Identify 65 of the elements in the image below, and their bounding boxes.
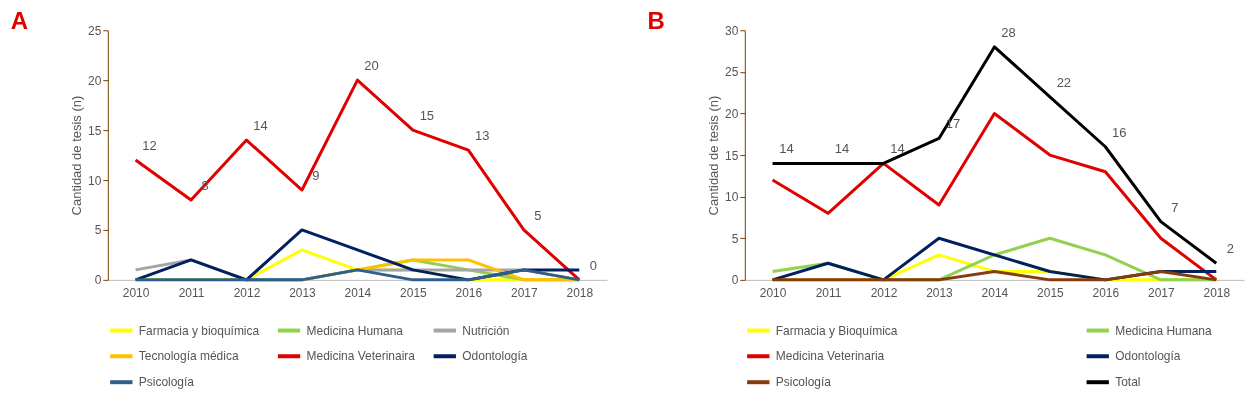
y-tick-label: 20 [88, 73, 102, 88]
x-tick-label: 2013 [926, 286, 954, 301]
y-tick-label: 15 [724, 148, 739, 163]
legend-label: Odontología [462, 349, 528, 364]
y-tick-label: 0 [731, 273, 739, 288]
data-label: 0 [589, 257, 597, 273]
x-tick-label: 2012 [233, 286, 261, 301]
y-tick-label: 30 [724, 23, 739, 38]
y-tick-label: 25 [88, 23, 102, 38]
data-label: 9 [312, 168, 320, 184]
y-tick-label: 10 [724, 190, 739, 205]
y-tick-label: 20 [724, 106, 739, 121]
x-tick-label: 2010 [122, 286, 150, 301]
data-label: 8 [201, 178, 209, 194]
data-label: 12 [142, 138, 157, 154]
data-label: 22 [1056, 74, 1072, 90]
legend-label: Medicina Humana [306, 323, 404, 338]
y-tick-label: 25 [724, 65, 739, 80]
legend-label: Medicina Veterinaira [306, 349, 416, 364]
x-tick-label: 2011 [178, 286, 205, 301]
legend-label: Total [1115, 375, 1141, 390]
legend-label: Farmacia y bioquímica [138, 323, 260, 338]
x-tick-label: 2010 [759, 286, 787, 301]
x-tick-label: 2015 [1037, 286, 1065, 301]
data-label: 5 [534, 207, 542, 223]
chart-title: B [647, 7, 665, 35]
data-label: 7 [1171, 199, 1179, 215]
x-tick-label: 2014 [981, 286, 1009, 301]
data-label: 14 [253, 118, 268, 134]
y-axis-title: Cantidad de tesis (n) [69, 95, 85, 216]
data-label: 16 [1112, 124, 1127, 140]
x-tick-label: 2018 [566, 286, 594, 301]
chart-title: A [10, 7, 28, 35]
x-tick-label: 2016 [1092, 286, 1120, 301]
data-label: 20 [364, 58, 379, 74]
x-tick-label: 2017 [1147, 286, 1175, 301]
legend-label: Psicología [775, 375, 832, 390]
data-label: 2 [1226, 241, 1234, 257]
x-tick-label: 2013 [289, 286, 317, 301]
data-label: 14 [834, 141, 850, 157]
y-tick-label: 0 [94, 273, 102, 288]
y-axis-title: Cantidad de tesis (n) [706, 95, 722, 216]
data-label: 28 [1001, 24, 1016, 40]
y-tick-label: 5 [731, 231, 739, 246]
x-tick-label: 2014 [344, 286, 372, 301]
y-tick-label: 5 [94, 223, 102, 238]
legend-label: Farmacia y Bioquímica [775, 323, 898, 338]
x-tick-label: 2016 [455, 286, 483, 301]
legend-label: Odontología [1115, 349, 1181, 364]
legend-label: Medicina Veterinaria [775, 349, 885, 364]
legend-label: Psicología [138, 375, 195, 390]
y-tick-label: 15 [88, 123, 102, 138]
data-label: 15 [419, 108, 435, 124]
data-label: 14 [779, 141, 794, 157]
x-tick-label: 2012 [870, 286, 898, 301]
legend-label: Nutrición [462, 323, 510, 338]
legend-label: Medicina Humana [1115, 323, 1213, 338]
data-label: 14 [890, 141, 905, 157]
y-tick-label: 10 [88, 173, 102, 188]
x-tick-label: 2017 [511, 286, 538, 301]
x-tick-label: 2015 [400, 286, 428, 301]
legend-label: Tecnología médica [138, 349, 239, 364]
x-tick-label: 2011 [815, 286, 842, 301]
data-label: 13 [475, 128, 490, 144]
x-tick-label: 2018 [1203, 286, 1231, 301]
